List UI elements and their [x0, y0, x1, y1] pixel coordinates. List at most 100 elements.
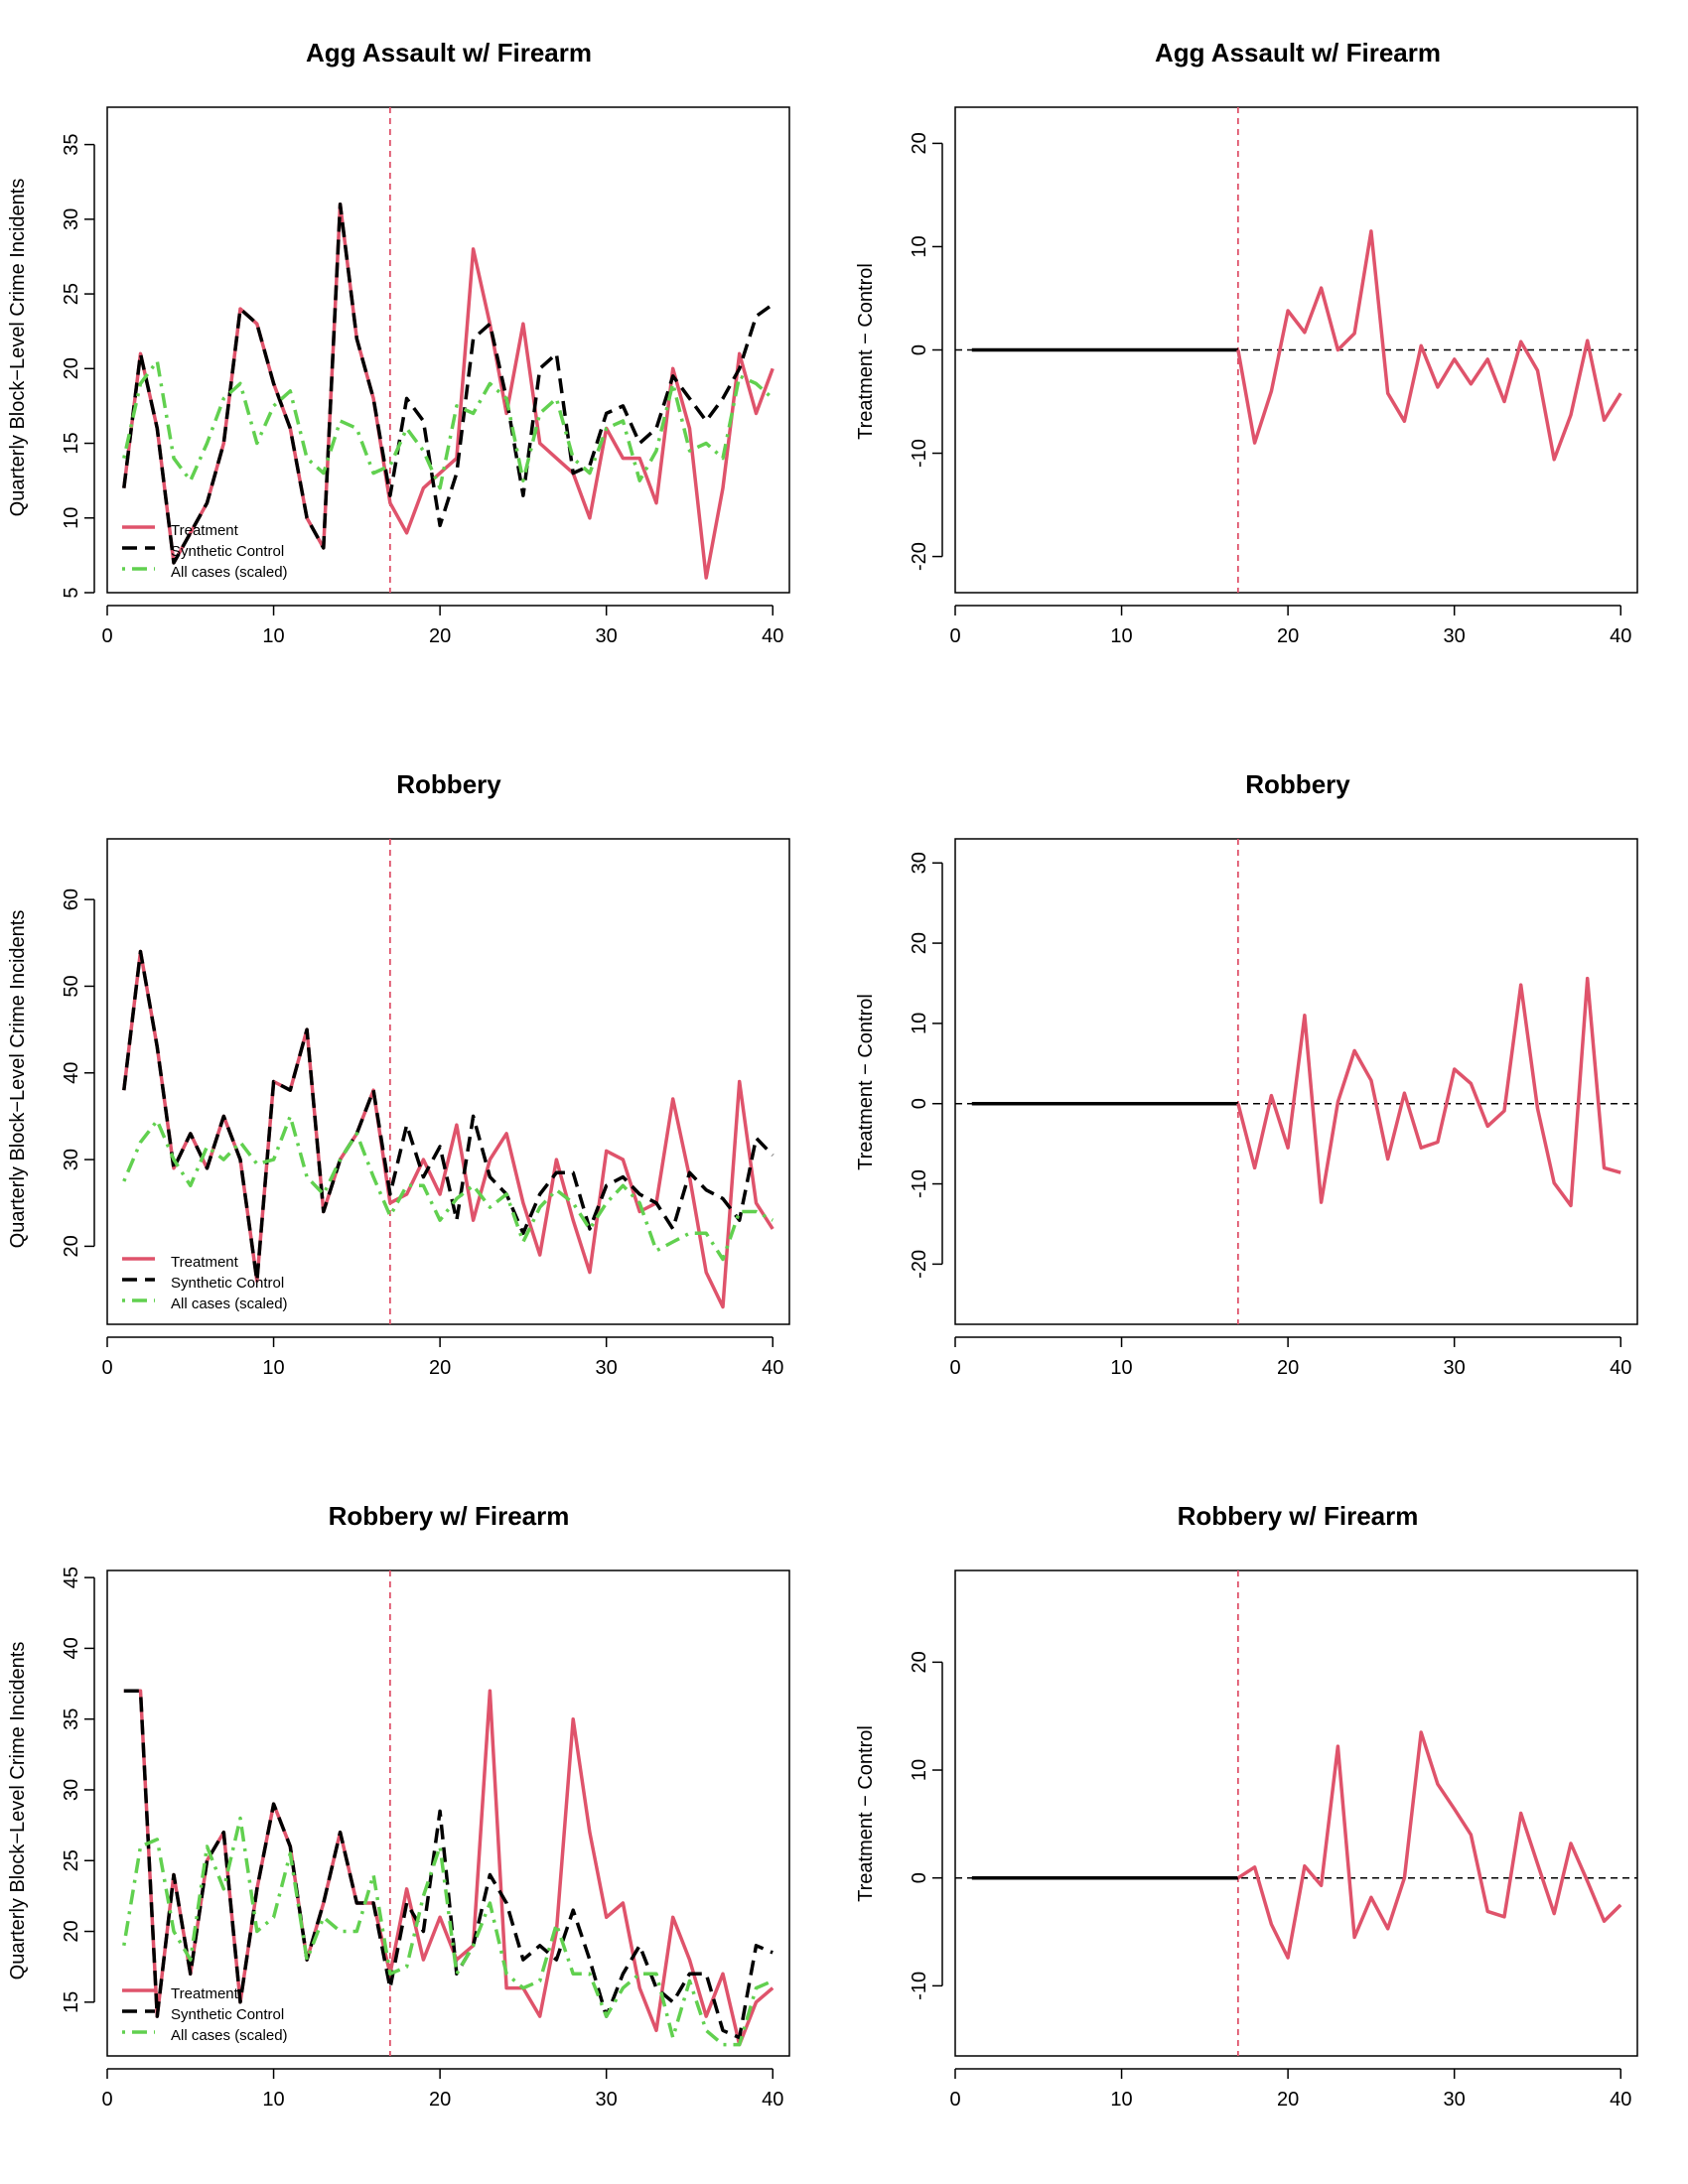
panel-robbery-firearm-difference: Robbery w/ Firearm Treatment − Control 0… — [855, 1501, 1638, 2111]
y-tick-label: 25 — [61, 1849, 82, 1871]
x-tick-label: 20 — [1277, 625, 1299, 647]
y-tick-label: 15 — [61, 1991, 82, 2013]
y-axis-label: Quarterly Block−Level Crime Incidents — [7, 1642, 29, 1980]
panel-title: Robbery w/ Firearm — [1178, 1501, 1419, 1531]
plot-area: 0 10 20 30 40 15 20 25 30 35 40 45 — [61, 1567, 790, 2111]
x-tick-label: 30 — [1444, 1357, 1466, 1379]
legend-label-all-cases: All cases (scaled) — [171, 564, 288, 581]
plot-area: 0 10 20 30 40 -10 0 10 20 — [909, 1570, 1638, 2111]
legend-label-treatment: Treatment — [171, 1985, 239, 2002]
legend-label-treatment: Treatment — [171, 1254, 239, 1271]
series-line-post-period-difference — [1236, 229, 1622, 462]
x-tick-label: 30 — [596, 1357, 618, 1379]
series-line-all-cases-scaled — [122, 359, 774, 490]
x-tick-label: 20 — [1277, 2089, 1299, 2111]
legend: Treatment Synthetic Control All cases (s… — [122, 522, 288, 581]
y-axis-label: Quarterly Block−Level Crime Incidents — [7, 910, 29, 1249]
x-tick-label: 20 — [429, 2089, 451, 2111]
x-tick-label: 30 — [1444, 2089, 1466, 2111]
x-tick-label: 10 — [1110, 2089, 1132, 2111]
x-tick-label: 40 — [1610, 1357, 1631, 1379]
y-tick-label: 0 — [909, 1872, 930, 1883]
legend-label-synthetic-control: Synthetic Control — [171, 1275, 284, 1292]
panel-agg-assault-firearm-difference: Agg Assault w/ Firearm Treatment − Contr… — [855, 38, 1638, 647]
y-tick-label: 30 — [61, 1779, 82, 1801]
x-tick-label: 30 — [596, 625, 618, 647]
y-tick-label: -10 — [909, 1169, 930, 1198]
y-tick-label: 20 — [61, 1920, 82, 1942]
y-tick-label: -10 — [909, 439, 930, 468]
y-tick-label: 20 — [909, 932, 930, 954]
y-tick-label: 5 — [61, 587, 82, 598]
x-tick-label: 30 — [596, 2089, 618, 2111]
y-tick-label: 10 — [909, 235, 930, 257]
y-tick-label: 20 — [909, 1651, 930, 1673]
x-tick-label: 20 — [1277, 1357, 1299, 1379]
x-tick-label: 10 — [262, 625, 284, 647]
series-line-treatment — [122, 203, 774, 580]
x-tick-label: 40 — [762, 1357, 783, 1379]
y-tick-label: 50 — [61, 975, 82, 997]
plot-area: 0 10 20 30 40 -20 -10 0 10 20 30 — [909, 838, 1638, 1379]
legend: Treatment Synthetic Control All cases (s… — [122, 1254, 288, 1312]
y-tick-label: 35 — [61, 1708, 82, 1730]
plot-box — [954, 1570, 1638, 2057]
x-tick-label: 0 — [101, 1357, 112, 1379]
x-tick-label: 10 — [1110, 625, 1132, 647]
y-tick-label: 35 — [61, 133, 82, 155]
y-tick-label: 0 — [909, 344, 930, 355]
y-tick-label: 20 — [909, 132, 930, 154]
legend: Treatment Synthetic Control All cases (s… — [122, 1985, 288, 2044]
y-tick-label: 45 — [61, 1567, 82, 1588]
y-tick-label: 30 — [909, 852, 930, 874]
series-line-all-cases-scaled — [122, 1816, 774, 2047]
y-tick-label: 60 — [61, 888, 82, 910]
panel-title: Robbery — [396, 769, 501, 799]
panel-title: Agg Assault w/ Firearm — [306, 38, 592, 68]
panel-agg-assault-firearm-levels: Agg Assault w/ Firearm Quarterly Block−L… — [7, 38, 790, 647]
y-tick-label: 40 — [61, 1637, 82, 1659]
panel-title: Robbery w/ Firearm — [329, 1501, 570, 1531]
x-tick-label: 0 — [949, 1357, 960, 1379]
legend-label-synthetic-control: Synthetic Control — [171, 2006, 284, 2023]
x-tick-label: 0 — [101, 625, 112, 647]
panel-title: Agg Assault w/ Firearm — [1155, 38, 1441, 68]
y-tick-label: -20 — [909, 542, 930, 571]
y-tick-label: 0 — [909, 1098, 930, 1109]
x-tick-label: 30 — [1444, 625, 1466, 647]
plot-area: 0 10 20 30 40 5 10 15 20 25 30 35 — [61, 106, 790, 647]
series-line-all-cases-scaled — [122, 1114, 774, 1262]
y-tick-label: 10 — [909, 1013, 930, 1034]
legend-label-all-cases: All cases (scaled) — [171, 1296, 288, 1312]
y-tick-label: 30 — [61, 208, 82, 230]
y-axis-label: Treatment − Control — [855, 1725, 877, 1902]
y-tick-label: 10 — [909, 1759, 930, 1781]
series-line-synthetic-control — [122, 203, 774, 565]
panel-robbery-levels: Robbery Quarterly Block−Level Crime Inci… — [7, 769, 790, 1379]
plot-box — [106, 106, 790, 594]
y-axis-label: Treatment − Control — [855, 994, 877, 1170]
y-axis-label: Quarterly Block−Level Crime Incidents — [7, 179, 29, 517]
y-tick-label: 20 — [61, 357, 82, 379]
y-tick-label: -10 — [909, 1972, 930, 2000]
x-tick-label: 10 — [1110, 1357, 1132, 1379]
x-tick-label: 40 — [1610, 2089, 1631, 2111]
panel-robbery-difference: Robbery Treatment − Control 0 10 20 30 40 -20… — [855, 769, 1638, 1379]
x-tick-label: 0 — [949, 2089, 960, 2111]
x-tick-label: 0 — [949, 625, 960, 647]
series-line-treatment — [123, 1689, 774, 2047]
series-line-synthetic-control — [122, 949, 774, 1284]
series-line-post-period-difference — [1236, 976, 1621, 1208]
x-tick-label: 0 — [101, 2089, 112, 2111]
x-tick-label: 40 — [762, 2089, 783, 2111]
x-tick-label: 10 — [262, 1357, 284, 1379]
plot-area: 0 10 20 30 40 -20 -10 0 10 20 — [909, 106, 1638, 647]
plot-box — [106, 1570, 790, 2057]
y-tick-label: 30 — [61, 1149, 82, 1170]
y-tick-label: 20 — [61, 1235, 82, 1257]
x-tick-label: 40 — [1610, 625, 1631, 647]
plot-box — [954, 838, 1638, 1325]
y-tick-label: 15 — [61, 432, 82, 454]
